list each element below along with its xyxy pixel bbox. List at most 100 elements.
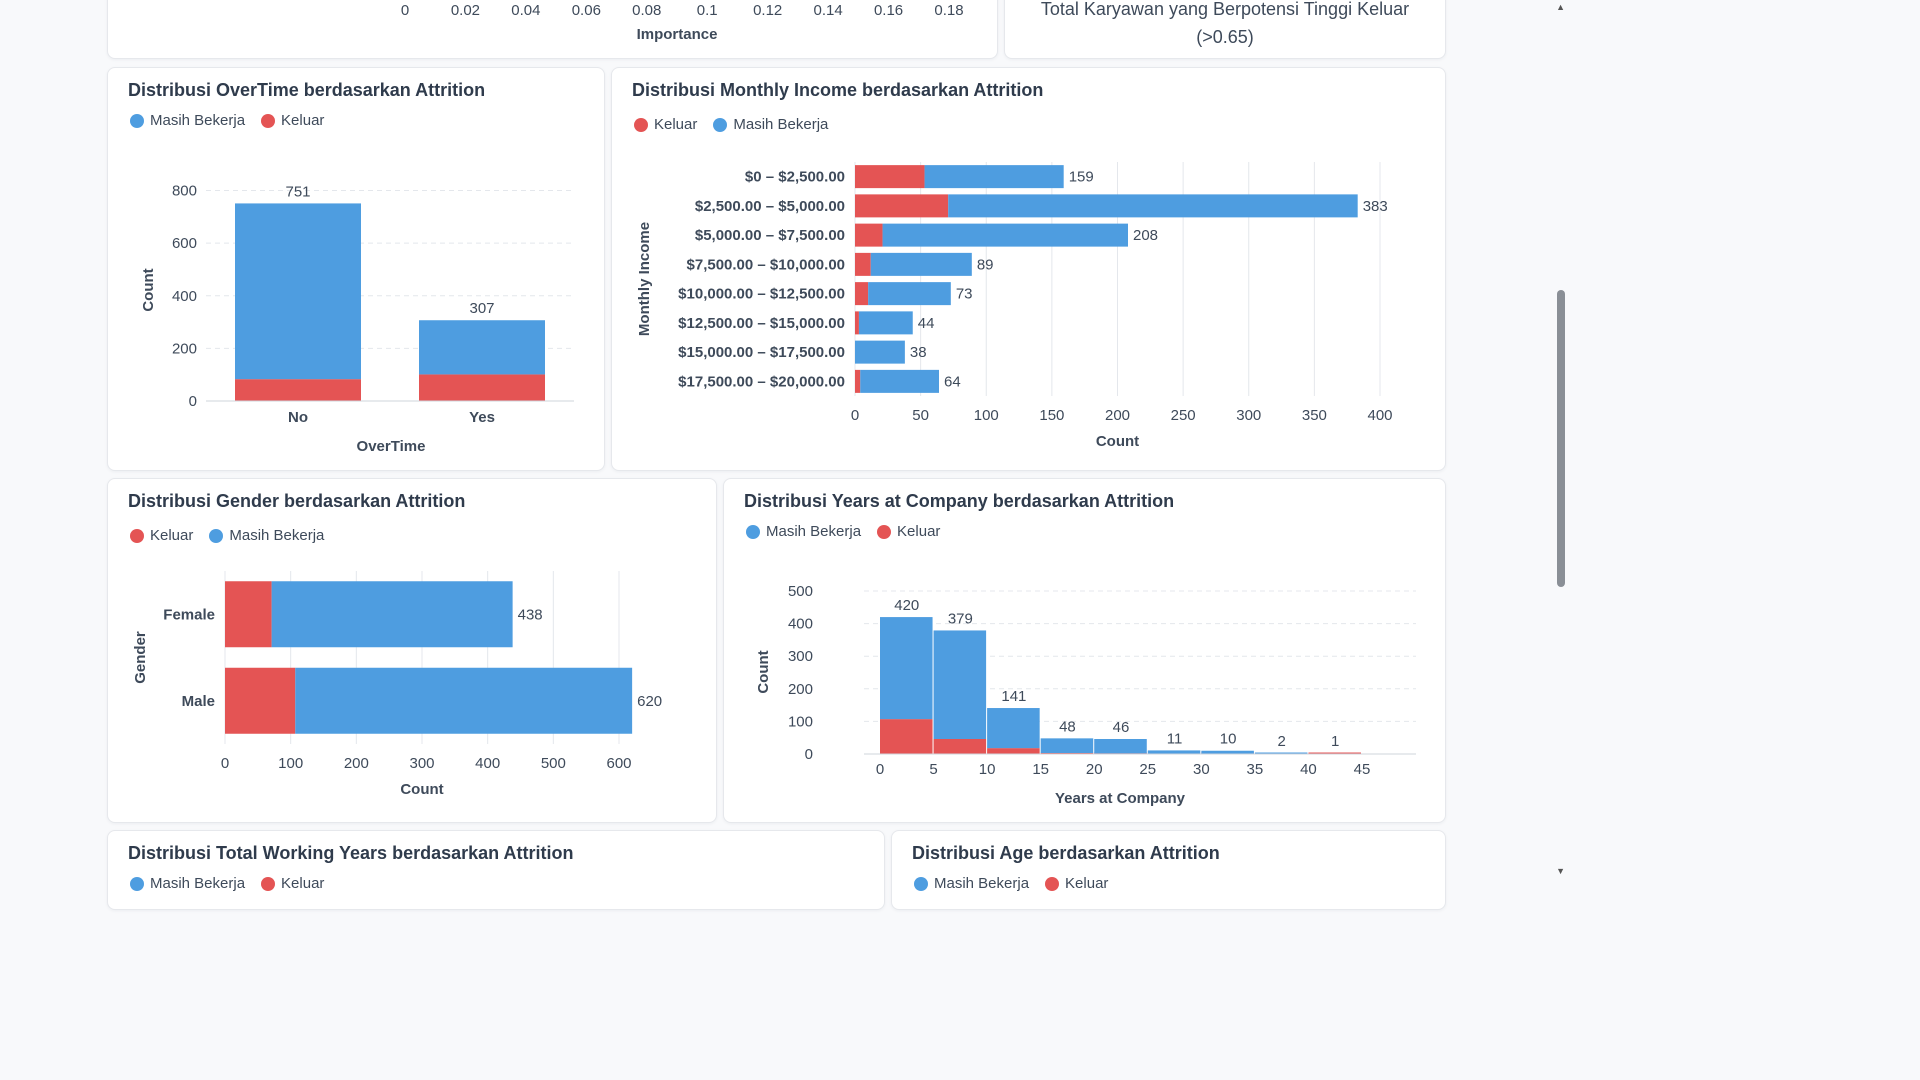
x-tick-label: 0.16 — [874, 2, 903, 19]
legend-leave-dot — [261, 113, 276, 128]
x-tick-label: 200 — [344, 755, 369, 772]
legend-leave-label: Keluar — [654, 116, 698, 133]
legend-stay-dot — [130, 876, 144, 891]
x-tick-label: 350 — [1302, 407, 1327, 424]
x-tick-label: 0 — [876, 761, 884, 778]
age-chart-title: Distribusi Age berdasarkan Attrition — [912, 843, 1220, 863]
bar-stay — [870, 252, 972, 276]
legend-item-stay[interactable]: Masih Bekerja — [746, 523, 861, 540]
legend-leave-label: Keluar — [281, 875, 325, 892]
x-tick-label: 0.04 — [511, 2, 540, 19]
legend-item-stay[interactable]: Masih Bekerja — [130, 112, 245, 129]
legend-item-leave[interactable]: Keluar — [261, 112, 324, 129]
legend-item-stay[interactable]: Masih Bekerja — [209, 527, 324, 544]
x-tick-label: 20 — [1086, 761, 1103, 778]
data-label: 10 — [1220, 731, 1237, 748]
bar-leave — [855, 282, 869, 306]
y-tick-label: $2,500.00 – $5,000.00 — [695, 198, 845, 215]
bar-stay — [924, 165, 1064, 189]
legend-item-leave[interactable]: Keluar — [261, 875, 324, 892]
data-label: 1 — [1331, 733, 1339, 750]
legend-stay-dot — [209, 528, 224, 543]
years-legend: Masih Bekerja Keluar — [746, 523, 940, 540]
bar-leave — [933, 739, 987, 754]
data-label: 751 — [285, 183, 310, 200]
legend-stay-label: Masih Bekerja — [733, 116, 829, 133]
x-axis-label: Count — [400, 781, 443, 798]
legend-item-stay[interactable]: Masih Bekerja — [130, 875, 245, 892]
bar-stay — [295, 667, 633, 734]
legend-item-leave[interactable]: Keluar — [634, 116, 697, 133]
y-axis-label: Count — [755, 650, 772, 693]
y-axis-label: Gender — [132, 631, 149, 684]
x-tick-label: 300 — [1236, 407, 1261, 424]
income-chart-card: Distribusi Monthly Income berdasarkan At… — [611, 67, 1446, 471]
legend-stay-label: Masih Bekerja — [766, 523, 862, 540]
legend-leave-label: Keluar — [150, 527, 194, 544]
legend-stay-dot — [746, 524, 760, 539]
x-tick-label: 0.18 — [934, 2, 963, 19]
data-label: 438 — [518, 606, 543, 623]
x-tick-label: 250 — [1171, 407, 1196, 424]
bar-leave — [880, 719, 933, 754]
x-tick-label: Yes — [469, 409, 495, 426]
legend-stay-label: Masih Bekerja — [150, 875, 246, 892]
data-label: 383 — [1363, 198, 1388, 215]
bar-stay — [882, 223, 1128, 247]
years-chart-title: Distribusi Years at Company berdasarkan … — [744, 491, 1175, 511]
x-tick-label: 100 — [974, 407, 999, 424]
y-tick-label: 400 — [788, 616, 813, 633]
bar-stay — [868, 282, 951, 306]
bar-leave — [987, 748, 1040, 754]
bar-leave — [855, 194, 949, 218]
page-scrollbar[interactable]: ▲ ▼ — [1554, 0, 1568, 882]
x-tick-label: 0.06 — [572, 2, 601, 19]
x-tick-label: 15 — [1032, 761, 1049, 778]
overtime-chart-card: Distribusi OverTime berdasarkan Attritio… — [107, 67, 605, 471]
bar-stay — [858, 311, 913, 335]
y-tick-label: $17,500.00 – $20,000.00 — [678, 373, 845, 390]
x-tick-label: 25 — [1139, 761, 1156, 778]
years-chart-card: Distribusi Years at Company berdasarkan … — [723, 478, 1446, 823]
x-axis-label: Count — [1096, 433, 1139, 450]
bar-stay — [1254, 752, 1308, 754]
y-tick-label: 200 — [172, 340, 197, 357]
data-label: 620 — [637, 693, 662, 710]
bar-stay — [987, 708, 1040, 749]
y-tick-label: 300 — [788, 648, 813, 665]
scroll-up-arrow-icon[interactable]: ▲ — [1556, 2, 1565, 12]
legend-item-leave[interactable]: Keluar — [130, 527, 193, 544]
x-tick-label: 0.12 — [753, 2, 782, 19]
x-tick-label: 40 — [1300, 761, 1317, 778]
legend-item-leave[interactable]: Keluar — [1045, 875, 1108, 892]
y-tick-label: 800 — [172, 183, 197, 200]
y-tick-label: 400 — [172, 288, 197, 305]
bar-stay — [1094, 739, 1147, 754]
bar-stay — [933, 630, 987, 740]
y-tick-label: 200 — [788, 681, 813, 698]
feature-importance-card: 0 0.02 0.04 0.06 0.08 0.1 0.12 0.14 0.16 0.18 Impo… — [107, 0, 998, 59]
legend-stay-dot — [130, 113, 144, 128]
scroll-down-arrow-icon[interactable]: ▼ — [1556, 866, 1565, 876]
data-label: 11 — [1167, 730, 1183, 747]
y-tick-label: Male — [182, 693, 215, 710]
legend-item-stay[interactable]: Masih Bekerja — [713, 116, 828, 133]
bar-stay — [235, 203, 361, 380]
data-label: 48 — [1059, 718, 1076, 735]
scrollbar-thumb[interactable] — [1557, 290, 1565, 587]
legend-stay-label: Masih Bekerja — [229, 527, 325, 544]
y-tick-label: $5,000.00 – $7,500.00 — [695, 227, 845, 244]
kpi-label-line2: (>0.65) — [1196, 27, 1254, 47]
x-axis-label: OverTime — [357, 438, 426, 455]
legend-item-stay[interactable]: Masih Bekerja — [914, 875, 1029, 892]
bar-leave — [855, 311, 859, 335]
y-tick-label: 500 — [788, 583, 813, 600]
x-tick-label: 45 — [1354, 761, 1371, 778]
x-tick-label: No — [288, 409, 308, 426]
age-chart-card: Distribusi Age berdasarkan Attrition Mas… — [891, 830, 1446, 910]
legend-item-leave[interactable]: Keluar — [877, 523, 940, 540]
x-axis-label: Years at Company — [1055, 790, 1186, 807]
bar-leave — [1040, 752, 1094, 754]
income-legend: Keluar Masih Bekerja — [634, 116, 828, 133]
